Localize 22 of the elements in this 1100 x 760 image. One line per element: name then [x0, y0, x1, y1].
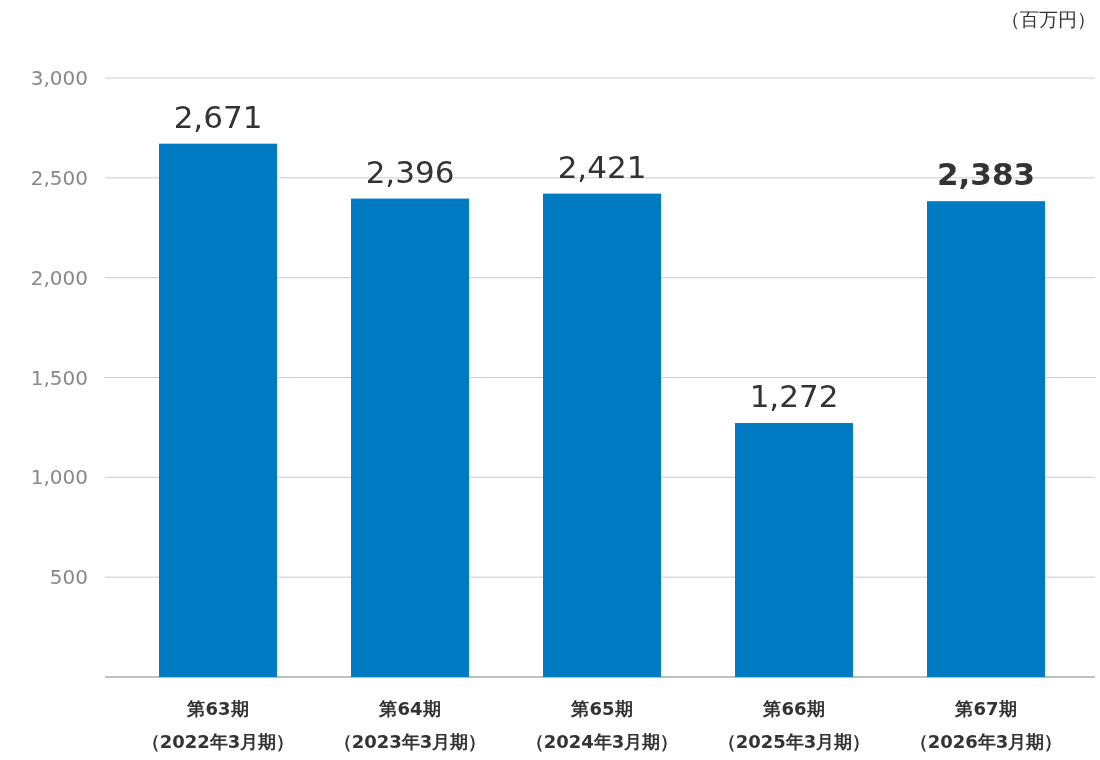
bar	[351, 198, 469, 677]
x-tick-label: 第64期（2023年3月期）	[333, 698, 487, 752]
bar	[543, 193, 661, 677]
y-tick-label: 1,000	[30, 465, 88, 490]
data-label: 2,671	[173, 98, 263, 135]
y-axis-title: （百万円）	[1001, 8, 1096, 30]
bar	[159, 143, 277, 677]
x-tick-label: 第66期（2025年3月期）	[717, 698, 871, 752]
y-tick-label: 3,000	[30, 66, 88, 90]
y-tick-label: 2,500	[30, 165, 88, 190]
y-tick-label: 500	[49, 565, 88, 590]
x-tick-label: 第63期（2022年3月期）	[141, 698, 295, 752]
data-label: 1,272	[749, 378, 839, 415]
data-label: 2,421	[557, 148, 647, 185]
y-tick-label: 2,000	[30, 265, 88, 290]
bar	[927, 201, 1045, 677]
x-tick-label: 第67期（2026年3月期）	[909, 698, 1063, 752]
x-tick-label: 第65期（2024年3月期）	[525, 698, 679, 752]
y-tick-label: 1,500	[30, 365, 88, 390]
data-label: 2,383	[936, 156, 1036, 193]
data-label: 2,396	[365, 153, 455, 190]
bar	[735, 423, 853, 677]
